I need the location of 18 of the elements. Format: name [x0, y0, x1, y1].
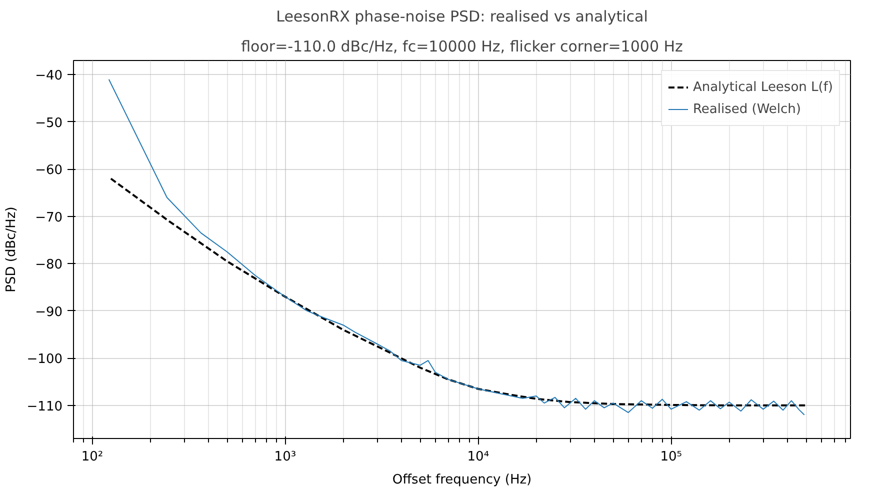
legend-label: Realised (Welch): [692, 102, 801, 116]
chart-title: LeesonRX phase-noise PSD: realised vs analytical: [276, 8, 648, 26]
chart-subtitle: floor=-110.0 dBc/Hz, fc=10000 Hz, flicker corner=1000 Hz: [241, 38, 684, 56]
x-tick-label: 10²: [81, 450, 104, 464]
x-axis-title: Offset frequency (Hz): [392, 472, 532, 488]
x-tick-label: 10⁵: [660, 450, 682, 464]
y-tick-label: −40: [35, 68, 63, 84]
x-tick-label: 10³: [274, 450, 296, 464]
legend-label: Analytical Leeson L(f): [692, 80, 833, 94]
y-tick-label: −60: [35, 163, 63, 178]
x-tick-label: 10⁴: [467, 450, 490, 464]
y-tick-label: −100: [26, 352, 63, 368]
y-tick-label: −110: [26, 399, 63, 414]
y-tick-label: −80: [35, 258, 63, 273]
y-axis-title: PSD (dBc/Hz): [4, 206, 19, 292]
y-tick-label: −70: [35, 210, 63, 226]
y-tick-label: −50: [35, 116, 63, 131]
y-tick-label: −90: [35, 304, 63, 320]
